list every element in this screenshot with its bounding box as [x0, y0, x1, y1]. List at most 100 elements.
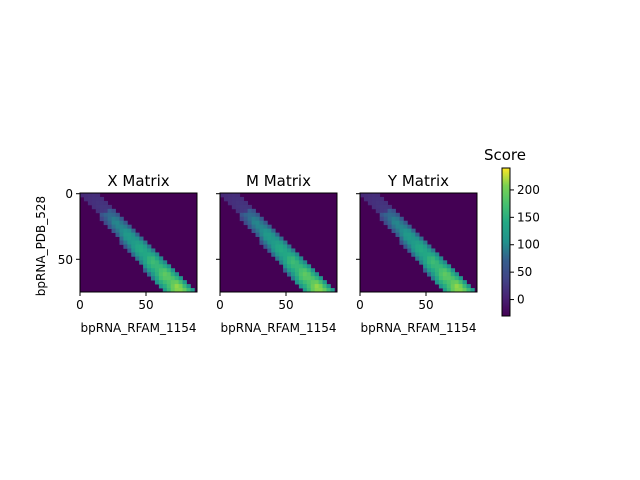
heatmap-cell [458, 288, 463, 293]
heatmap-cell [279, 252, 284, 257]
heatmap-cell [243, 216, 248, 222]
heatmap-cell [143, 244, 148, 249]
heatmap-cell [403, 244, 408, 249]
heatmap-cell [395, 224, 400, 230]
heatmap-cell [462, 284, 467, 289]
heatmap-cell [182, 288, 187, 293]
heatmap-cell [251, 220, 256, 226]
heatmap-cell [470, 288, 475, 293]
heatmap-cell [243, 208, 248, 214]
heatmap-cell [158, 268, 164, 273]
panel-title: M Matrix [246, 172, 311, 190]
heatmap-cell [310, 272, 316, 277]
heatmap-cell [119, 220, 124, 226]
heatmap-cell [454, 288, 459, 293]
heatmap-cell [375, 204, 381, 210]
heatmap-cell [411, 240, 416, 245]
heatmap-cell [434, 264, 440, 269]
heatmap-cell [223, 193, 229, 198]
heatmap-cell [235, 208, 241, 214]
heatmap-cell [235, 193, 241, 198]
heatmap-cell [446, 284, 452, 289]
colorbar-tick-label: 50 [517, 265, 532, 279]
heatmap-cell [423, 268, 428, 273]
heatmap-cell [162, 280, 168, 285]
heatmap-cell [239, 212, 245, 218]
heatmap-cell [371, 200, 377, 206]
heatmap-cell [279, 248, 284, 253]
heatmap-cell [239, 200, 245, 206]
heatmap-cell [119, 240, 124, 245]
heatmap-cell [379, 212, 385, 218]
x-tick-label: 0 [76, 298, 84, 312]
heatmap-cell [407, 228, 412, 233]
heatmap-cell [162, 264, 168, 269]
heatmap-cell [427, 256, 432, 261]
heatmap-cell [166, 264, 172, 269]
heatmap-cell [294, 276, 300, 281]
heatmap-cell [119, 224, 124, 230]
heatmap-cell [290, 256, 296, 261]
x-axis-label: bpRNA_RFAM_1154 [361, 321, 477, 335]
heatmap-cell [80, 193, 85, 198]
heatmap-cell [403, 228, 408, 233]
heatmap-cell [162, 284, 168, 289]
heatmap-cell [239, 216, 245, 222]
heatmap-cell [310, 276, 316, 281]
heatmap-cell [306, 284, 312, 289]
heatmap-cell [275, 256, 280, 261]
heatmap-cell [399, 224, 404, 230]
heatmap-cell [411, 248, 416, 253]
heatmap-cell [302, 272, 308, 277]
heatmap-cell [411, 244, 416, 249]
axes-frame [219, 192, 338, 293]
heatmap-cell [271, 252, 276, 257]
x-tick-0: 0 [216, 292, 224, 312]
heatmap-cell [427, 248, 432, 253]
heatmap-cell [442, 264, 448, 269]
heatmap-cell [318, 280, 323, 285]
heatmap-cell [427, 272, 432, 277]
heatmap-cell [430, 248, 436, 253]
heatmap-cell [391, 228, 396, 233]
heatmap-cell [255, 220, 260, 226]
heatmap-cell [103, 204, 108, 210]
heatmap-cell [283, 260, 288, 265]
heatmap-cell [150, 264, 156, 269]
heatmap-cell [391, 212, 396, 218]
heatmap-cell [115, 220, 120, 226]
heatmap-cell [99, 208, 105, 214]
heatmap-cell [267, 224, 272, 230]
heatmap-cell [438, 272, 444, 277]
heatmap-cell [446, 288, 452, 293]
heatmap-cell [239, 208, 245, 214]
heatmap-cell [279, 236, 284, 241]
heatmap-cell [123, 220, 128, 226]
heatmap-cell [231, 200, 237, 206]
heatmap-cell [131, 240, 136, 245]
heatmap-cell [271, 232, 276, 237]
colorbar-title: Score [484, 146, 526, 164]
heatmap-cell [279, 244, 284, 249]
x-tick-50: 50 [138, 292, 154, 312]
heatmap-cell [383, 200, 388, 206]
heatmap-cell [438, 264, 444, 269]
heatmap-cell [371, 193, 377, 198]
heatmap-cell [430, 276, 436, 281]
heatmap-cell [318, 276, 323, 281]
heatmap-cell [103, 200, 108, 206]
heatmap-cell [306, 268, 312, 273]
heatmap-cell [395, 220, 400, 226]
heatmap-cell [387, 212, 392, 218]
heatmap-cell [383, 220, 388, 226]
heatmap-cell [259, 224, 264, 230]
heatmap-cell [91, 204, 97, 210]
heatmap-cell [131, 252, 136, 257]
heatmap-cell [294, 280, 300, 285]
heatmap-cell [135, 248, 140, 253]
colorbar-frame [501, 167, 511, 317]
heatmap-cell [466, 288, 471, 293]
heatmap-cell [275, 232, 280, 237]
y-tick-0: 0 [65, 187, 80, 201]
heatmap-cell [143, 240, 148, 245]
